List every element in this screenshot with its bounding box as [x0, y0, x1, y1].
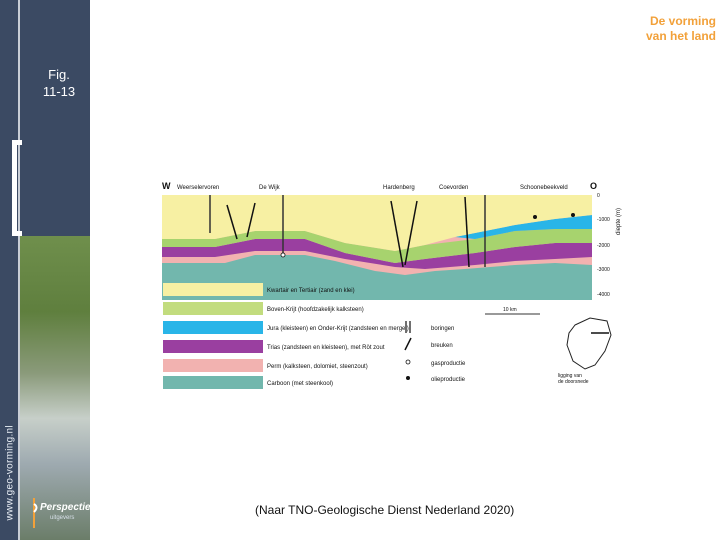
legend-label-faults: breuken: [431, 343, 453, 349]
place-coevorden: Coevorden: [439, 185, 468, 191]
oil-production-marker: [533, 215, 537, 219]
netherlands-map-icon: [566, 317, 612, 370]
layer-carboon: [162, 255, 592, 300]
place-schoonebeekveld: Schoonebeekveld: [520, 185, 568, 191]
legend-swatch-perm: [163, 359, 263, 372]
figure-number-line2: 11-13: [42, 84, 76, 99]
legend-label-trias: Trias (zandsteen en kleisteen), met Röt …: [267, 345, 385, 351]
gas-symbol-icon: [405, 359, 411, 365]
oil-symbol-icon: [406, 376, 410, 380]
legend-label-jura: Jura (kleisteen) en Onder-Krijt (zandste…: [267, 326, 409, 332]
legend-swatch-carboon: [163, 376, 263, 389]
legend-label-quaternary: Kwartair en Tertiair (zand en klei): [267, 288, 355, 294]
fault-line: [246, 202, 256, 238]
place-de-wijk: De Wijk: [259, 185, 281, 191]
map-label-line2: de doorsnede: [558, 379, 589, 385]
figure-number: Fig. 11-13: [28, 66, 90, 100]
fault-line: [404, 200, 418, 266]
depth-axis-label: diepte (m): [616, 208, 622, 235]
depth-tick: -2000: [597, 243, 610, 249]
fault-line: [464, 196, 470, 268]
publisher-logo: Perspectief uitgevers: [26, 498, 94, 534]
logo-text: Perspectief: [40, 502, 94, 513]
brand-title: De vorming van het land: [630, 14, 716, 44]
brand-title-line2: van het land: [645, 29, 716, 43]
figure-number-line1: Fig.: [48, 67, 70, 82]
logo-subtext: uitgevers: [50, 515, 75, 521]
oil-production-marker: [571, 213, 575, 217]
cross-section-svg: W O Weerselervoren De Wijk Hardenberg Co…: [162, 181, 622, 389]
brand-title-line1: De vorming: [649, 14, 716, 28]
legend-swatch-upper-cretaceous: [163, 302, 263, 315]
depth-tick: -3000: [597, 267, 610, 273]
depth-tick: 0: [597, 193, 600, 199]
east-label: O: [590, 181, 597, 191]
website-url[interactable]: www.geo-vorming.nl: [4, 425, 16, 521]
depth-tick: -4000: [597, 292, 610, 298]
legend-label-carboon: Carboon (met steenkool): [267, 381, 333, 387]
place-weerselervoren: Weerselervoren: [177, 185, 219, 191]
scale-label: 10 km: [503, 307, 517, 313]
fault-line: [226, 204, 238, 240]
map-label-line1: ligging van: [558, 373, 582, 379]
fault-symbol-icon: [404, 337, 412, 351]
bracket-decoration: [12, 140, 22, 236]
layer-jura: [455, 215, 592, 239]
legend-label-gas: gasproductie: [431, 361, 466, 367]
fault-line: [390, 200, 404, 268]
legend-label-boreholes: boringen: [431, 326, 454, 332]
figure-caption: (Naar TNO-Geologische Dienst Nederland 2…: [255, 503, 515, 517]
legend-swatch-quaternary: [163, 283, 263, 296]
place-hardenberg: Hardenberg: [383, 185, 415, 191]
gas-production-marker: [280, 252, 286, 258]
sidebar-divider: [18, 0, 20, 540]
depth-tick: -1000: [597, 217, 610, 223]
legend-label-perm: Perm (kalksteen, dolomiet, steenzout): [267, 364, 368, 370]
west-label: W: [162, 181, 171, 191]
legend-swatch-trias: [163, 340, 263, 353]
legend-label-upper-cretaceous: Boven-Krijt (hoofdzakelijk kalksteen): [267, 307, 364, 313]
logo-mark-icon: [33, 498, 38, 528]
legend-label-oil: olieproductie: [431, 377, 466, 383]
geological-cross-section: W O Weerselervoren De Wijk Hardenberg Co…: [155, 175, 630, 390]
legend-swatch-jura: [163, 321, 263, 334]
river-photo: [20, 236, 90, 540]
